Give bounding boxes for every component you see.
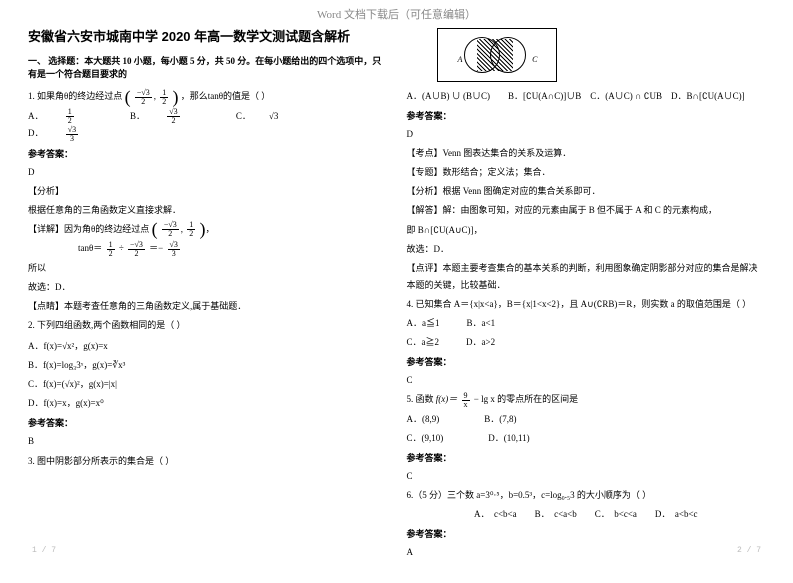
doc-title: 安徽省六安市城南中学 2020 年高一数学文测试题含解析 [28, 26, 387, 45]
q5-fx-pre: f(x)＝ [436, 394, 458, 404]
q2-ans-label: 参考答案： [28, 416, 387, 429]
q1-optC-pre: C． [236, 111, 251, 121]
q1-tan-eq: tanθ＝ 12 ÷ −√32 ＝− √33 [28, 240, 387, 257]
q1-optD-den: 3 [66, 135, 78, 143]
q1-tan-mid: ÷ [119, 243, 124, 253]
q2-stem: 2. 下列四组函数,两个函数相同的是（ ） [28, 317, 387, 334]
q6-opts: A． c<b<a B． c<a<b C． b<c<a D． a<b<c [407, 506, 766, 523]
q1-stem: 1. 如果角θ的终边经过点 ( −√3 2 , 1 2 ) ，那么tanθ的值是… [28, 88, 387, 105]
q3-t7: 【点评】本题主要考查集合的基本关系的判断，利用图象确定阴影部分对应的集合是解决本… [407, 260, 766, 294]
q1-stem-a: 1. 如果角θ的终边经过点 [28, 91, 122, 101]
q1-coord2: 1 2 [160, 89, 168, 106]
right-column: A C A．(A∪B) ∪ (B∪C) B．[∁U(A∩C)]∪B C．(A∪C… [407, 26, 766, 563]
q5-stem-a: 5. 函数 [407, 394, 434, 404]
q1-optA-pre: A． [28, 111, 44, 121]
q1-optB-den: 2 [167, 117, 179, 125]
q1-analysis1: 根据任意角的三角函数定义直接求解． [28, 202, 387, 219]
q1-optD: D． √33 [28, 128, 114, 138]
q2-optC: C．f(x)=(√x)²，g(x)=|x| [28, 376, 387, 393]
q5-fx-post: − lg x [474, 394, 495, 404]
q5-stem-b: 的零点所在的区间是 [497, 394, 578, 404]
q4-ans-label: 参考答案： [407, 355, 766, 368]
q2-optB: B．f(x)=log₃3ˣ，g(x)=∛x³ [28, 357, 387, 374]
q5-optsA: A．(8,9) B．(7,8) [407, 411, 766, 428]
q1-comment: 【点睛】本题考查任意角的三角函数定义,属于基础题． [28, 298, 387, 315]
q3-ans: D [407, 126, 766, 143]
q5-fxd: x [462, 401, 470, 409]
left-column: 安徽省六安市城南中学 2020 年高一数学文测试题含解析 一、 选择题：本大题共… [28, 26, 387, 563]
q1-detail-hd: 【详解】因为角θ的终边经过点 [28, 224, 149, 234]
page-content: 安徽省六安市城南中学 2020 年高一数学文测试题含解析 一、 选择题：本大题共… [0, 26, 793, 583]
q1-pick: 故选：D． [28, 279, 387, 296]
q5-ans-label: 参考答案： [407, 451, 766, 464]
venn-diagram: A C [437, 28, 557, 82]
q1-tan-pre: tanθ＝ [78, 243, 102, 253]
q3-opts: A．(A∪B) ∪ (B∪C) B．[∁U(A∩C)]∪B C．(A∪C) ∩ … [407, 88, 766, 105]
q2-optD: D．f(x)=x，g(x)=x⁰ [28, 395, 387, 412]
q6-ans-label: 参考答案： [407, 527, 766, 540]
q1-d-c2d: 2 [187, 230, 195, 238]
q1-optA-den: 2 [66, 117, 74, 125]
q3-t2: 【专题】数形结合；定义法；集合． [407, 164, 766, 181]
q1-td2: 2 [128, 250, 145, 258]
q2-ans: B [28, 433, 387, 450]
q3-t1: 【考点】Venn 图表达集合的关系及运算． [407, 145, 766, 162]
paren-close-icon: ) [172, 92, 178, 103]
q4-ans: C [407, 372, 766, 389]
q5-ans: C [407, 468, 766, 485]
header-note: Word 文档下载后（可任意编辑） [0, 0, 793, 26]
q1-so: 所以 [28, 260, 387, 277]
q6-ans: A [407, 544, 766, 561]
venn-label-c: C [532, 55, 537, 64]
q1-stem-b: ，那么tanθ的值是（ ） [181, 91, 271, 101]
q1-coord1-den: 2 [135, 98, 152, 106]
paren-close-icon: ) [199, 224, 205, 235]
q1-optB-pre: B． [130, 111, 145, 121]
q6-stem: 6.（5 分）三个数 a=3⁰·⁵，b=0.5³，c=log₀.₅3 的大小顺序… [407, 487, 766, 504]
q3-ans-label: 参考答案： [407, 109, 766, 122]
q1-ans-label: 参考答案： [28, 147, 387, 160]
q1-detail: 【详解】因为角θ的终边经过点 ( −√32, 12 )， [28, 221, 387, 238]
section-intro: 一、 选择题：本大题共 10 小题，每小题 5 分，共 50 分。在每小题给出的… [28, 55, 387, 80]
q3-t5: 即 B∩[∁U(A∪C)]， [407, 222, 766, 239]
q3-stem: 3. 图中阴影部分所表示的集合是（ ） [28, 453, 387, 470]
q1-trd: 3 [168, 250, 180, 258]
q4-optsA: A．a≦1 B．a<1 [407, 315, 766, 332]
q1-options: A． 12 B． √32 C． √3 D． √33 [28, 108, 387, 143]
q1-coord1: −√3 2 [135, 89, 152, 106]
q1-analysis-hd: 【分析】 [28, 183, 387, 200]
q5-optsB: C．(9,10) D．(10,11) [407, 430, 766, 447]
venn-circle-c [490, 37, 526, 73]
q1-optC-val: √3 [269, 111, 278, 121]
q1-d-c1d: 2 [162, 230, 179, 238]
paren-open-icon: ( [125, 92, 131, 103]
venn-label-a: A [458, 55, 463, 64]
q3-t6: 故选：D． [407, 241, 766, 258]
q4-optsB: C．a≧2 D．a>2 [407, 334, 766, 351]
q2-optA: A．f(x)=√x²，g(x)=x [28, 338, 387, 355]
q4-stem: 4. 已知集合 A＝{x|x<a}，B＝{x|1<x<2}，且 A∪(∁RB)＝… [407, 296, 766, 313]
q1-optB: B． √32 [130, 111, 218, 121]
q3-t3: 【分析】根据 Venn 图确定对应的集合关系即可． [407, 183, 766, 200]
paren-open-icon: ( [152, 224, 158, 235]
q1-ans: D [28, 164, 387, 181]
q3-t4: 【解答】解：由图象可知，对应的元素由属于 B 但不属于 A 和 C 的元素构成， [407, 202, 766, 219]
q1-td1: 2 [107, 250, 115, 258]
page-number-left: 1 / 7 [32, 546, 56, 555]
q1-optA: A． 12 [28, 111, 112, 121]
q5-stem: 5. 函数 f(x)＝ 9x − lg x 的零点所在的区间是 [407, 391, 766, 408]
q1-optC: C． √3 [236, 111, 296, 121]
q1-coord2-den: 2 [160, 98, 168, 106]
q1-optD-pre: D． [28, 128, 44, 138]
page-number-right: 2 / 7 [737, 546, 761, 555]
